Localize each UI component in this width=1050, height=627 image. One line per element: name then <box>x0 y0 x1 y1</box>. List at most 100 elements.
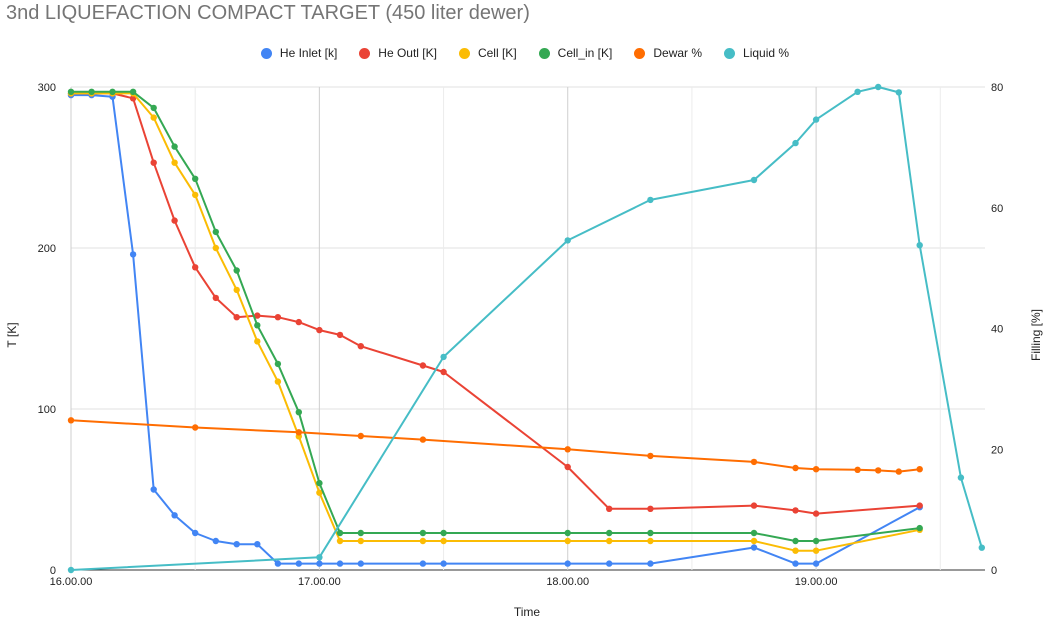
data-point <box>212 244 219 252</box>
series-line <box>71 94 921 565</box>
data-point <box>812 560 820 567</box>
data-point <box>419 529 427 537</box>
y-left-tick-label: 200 <box>38 243 56 255</box>
data-point <box>274 378 282 385</box>
data-point <box>606 560 613 567</box>
data-point <box>233 314 240 321</box>
y-right-tick-label: 80 <box>991 82 1003 94</box>
legend-swatch <box>260 47 272 59</box>
legend-item[interactable]: Cell [K] <box>458 44 517 62</box>
series-line <box>70 419 920 473</box>
data-point <box>440 353 447 361</box>
legend-swatch <box>724 47 736 59</box>
data-point <box>129 251 137 258</box>
legend-item[interactable]: He Outl [K] <box>359 44 437 62</box>
x-tick-label: 17.00.00 <box>298 576 341 588</box>
series-line <box>71 90 920 542</box>
series-group <box>67 83 985 574</box>
data-point <box>895 89 902 96</box>
data-point <box>295 560 302 567</box>
legend-item[interactable]: He Inlet [k] <box>260 44 338 62</box>
data-point <box>792 139 799 147</box>
data-point <box>192 191 199 199</box>
series-he-inlet-k <box>67 91 923 567</box>
x-tick-label: 18.00.00 <box>546 576 589 588</box>
data-point <box>150 114 157 121</box>
data-point <box>440 368 447 376</box>
legend-item[interactable]: Liquid % <box>724 44 789 62</box>
y-left-tick-label: 0 <box>50 565 56 577</box>
data-point <box>564 446 571 453</box>
axes: 16.00.00 17.00.00 18.00.00 19.00.0001002003… <box>38 82 1004 588</box>
legend-label: He Outl [K] <box>378 46 437 60</box>
data-point <box>192 529 199 537</box>
legend-swatch <box>458 47 470 59</box>
gridlines <box>70 86 985 571</box>
data-point <box>254 312 261 319</box>
data-point <box>812 537 820 545</box>
data-point <box>440 529 447 537</box>
data-point <box>750 502 758 509</box>
series-he-outl-k <box>67 90 923 517</box>
data-point <box>357 529 364 537</box>
data-point <box>171 143 178 150</box>
data-point <box>233 541 240 548</box>
data-point <box>212 537 219 545</box>
legend-swatch <box>634 47 646 59</box>
data-point <box>67 566 75 574</box>
series-liquid <box>67 83 985 574</box>
data-point <box>792 537 799 545</box>
data-point <box>875 83 882 91</box>
x-tick-label: 19.00.00 <box>795 576 838 588</box>
legend-item[interactable]: Dewar % <box>634 44 702 62</box>
data-point <box>88 88 95 96</box>
data-point <box>792 560 799 567</box>
data-point <box>233 286 240 294</box>
legend-label: Cell [K] <box>477 46 517 60</box>
data-point <box>212 228 219 236</box>
data-point <box>647 196 654 204</box>
x-tick-label: 16.00.00 <box>50 576 93 588</box>
data-point <box>295 409 302 416</box>
y-axis-left-title: T [K] <box>5 322 19 347</box>
data-point <box>295 429 302 436</box>
data-point <box>357 432 364 440</box>
data-point <box>274 560 282 567</box>
data-point <box>647 452 654 460</box>
data-point <box>812 510 820 517</box>
data-point <box>192 175 199 182</box>
data-point <box>647 537 654 545</box>
data-point <box>254 338 261 345</box>
legend-label: He Inlet [k] <box>279 46 338 60</box>
data-point <box>336 529 344 537</box>
chart-title: 3nd LIQUEFACTION COMPACT TARGET (450 lit… <box>6 2 530 24</box>
data-point <box>316 479 323 487</box>
series-line <box>70 86 983 571</box>
data-point <box>895 468 902 475</box>
data-point <box>854 466 861 473</box>
legend-item[interactable]: Cell_in [K] <box>538 44 612 62</box>
data-point <box>812 116 820 123</box>
data-point <box>171 512 178 519</box>
data-point <box>150 104 157 112</box>
series-line <box>71 92 920 552</box>
data-point <box>192 424 199 431</box>
y-right-tick-label: 60 <box>991 203 1003 215</box>
data-point <box>647 529 654 537</box>
legend-label: Dewar % <box>653 46 703 60</box>
data-point <box>254 541 261 548</box>
data-point <box>316 326 323 334</box>
data-point <box>854 88 861 96</box>
data-point <box>440 560 447 567</box>
data-point <box>336 331 344 339</box>
data-point <box>916 466 923 473</box>
data-point <box>792 464 799 472</box>
legend-swatch <box>359 47 371 59</box>
data-point <box>750 537 758 545</box>
data-point <box>916 524 923 532</box>
data-point <box>875 467 882 474</box>
data-point <box>336 560 344 567</box>
data-point <box>274 314 282 321</box>
data-point <box>564 529 571 537</box>
